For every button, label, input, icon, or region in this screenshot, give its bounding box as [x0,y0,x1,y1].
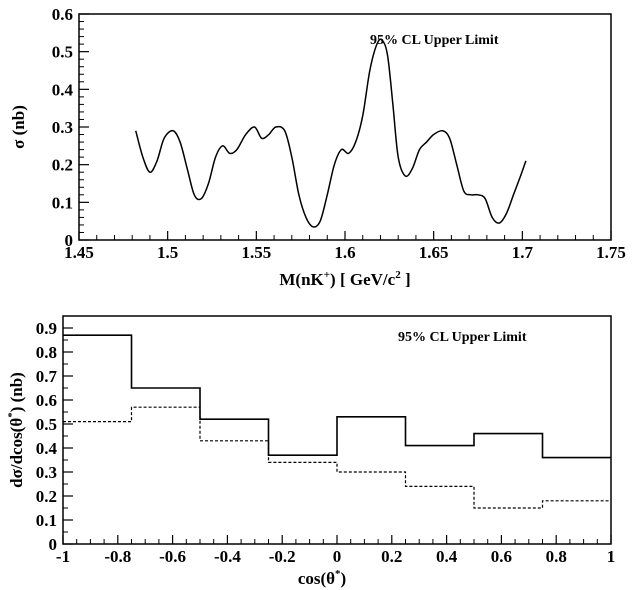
x-tick-label: 1.75 [596,243,626,262]
y-tick-label: 0.4 [36,439,58,458]
y-tick-label: 0.2 [52,156,73,175]
solid-step-histogram [63,334,611,459]
y-tick-label: 0.5 [52,43,73,62]
top-series [135,38,527,228]
top-x-title-sup2: 2 [395,269,401,281]
top-y-ticks: 0 0.1 0.2 0.3 0.4 0.5 0.6 [52,5,89,250]
x-tick-label: 1.5 [157,243,178,262]
y-tick-label: 0.9 [36,319,57,338]
top-x-title-end: ] [401,270,411,289]
x-tick-label: -0.6 [159,547,186,566]
top-x-ticks: 1.45 1.5 1.55 1.6 1.65 1.7 1.75 [64,231,626,262]
x-tick-label: 1.55 [241,243,271,262]
top-x-axis-title: M(nK+) [ GeV/c2 ] [279,269,410,289]
top-plot-frame [78,13,612,241]
y-tick-label: 0 [65,231,74,250]
x-tick-label: 0.6 [491,547,512,566]
bottom-annotation: 95% CL Upper Limit [398,330,527,345]
bottom-y-axis-title: dσ/dcos(θ*) (nb) [6,372,26,488]
bottom-x-ticks: -1 -0.8 -0.6 -0.4 -0.2 0 0.2 0.4 0.6 0.8 1 [56,535,615,566]
x-tick-label: 1 [607,547,616,566]
bottom-x-title-main: cos(θ [298,569,335,588]
y-tick-label: 0.1 [52,193,73,212]
bottom-series [63,334,611,509]
bottom-panel: -1 -0.8 -0.6 -0.4 -0.2 0 0.2 0.4 0.6 0.8 1 0 0.1 0.2… [6,315,615,588]
y-tick-label: 0.4 [52,80,74,99]
y-tick-label: 0.6 [52,5,73,24]
y-tick-label: 0.5 [36,415,57,434]
x-tick-label: 0 [333,547,342,566]
x-tick-label: 0.8 [546,547,567,566]
top-panel: 1.45 1.5 1.55 1.6 1.65 1.7 1.75 00.10.20.30.40… [9,5,626,289]
bottom-y-title-main: dσ/dcos(θ [7,418,26,488]
x-tick-label: 1.45 [64,243,94,262]
y-tick-label: 0.1 [36,511,57,530]
x-tick-label: 0.2 [381,547,402,566]
top-annotation: 95% CL Upper Limit [370,33,499,48]
x-tick-label: -0.4 [214,547,241,566]
top-y-axis-title: σ (nb) [9,105,28,149]
bottom-x-title-sup: * [335,568,341,580]
y-tick-label: 0.3 [36,463,57,482]
top-y-title-sym: σ [9,139,28,149]
y-tick-label: 0.7 [36,367,58,386]
x-tick-label: -1 [56,547,70,566]
top-x-title-mid: ) [ GeV/c [330,270,396,289]
x-tick-label: -0.8 [104,547,131,566]
x-tick-label: 1.7 [512,243,534,262]
y-tick-label: 0.3 [52,118,73,137]
top-x-title-main: M(nK [279,270,324,289]
y-tick-label: 0.8 [36,343,57,362]
y-tick-label: 0.2 [36,487,57,506]
bottom-y-ticks: 0 0.1 0.2 0.3 0.4 0.5 0.6 0.7 0.8 0.9 [36,315,73,554]
bottom-y-title-end: ) (nb) [7,372,26,412]
x-tick-label: 0.4 [436,547,458,566]
y-tick-label: 0 [49,535,58,554]
top-x-title-sup: + [324,269,330,281]
x-tick-label: -0.2 [269,547,296,566]
top-y-title-unit: (nb) [9,105,28,139]
bottom-x-axis-title: cos(θ*) [298,568,346,588]
x-tick-label: 1.65 [419,243,449,262]
bottom-y-title-sup: * [6,412,18,418]
x-tick-label: 1.6 [334,243,355,262]
upper-limit-curve [135,38,527,228]
y-tick-label: 0.6 [36,391,57,410]
bottom-x-title-end: ) [341,569,347,588]
dashed-step-histogram [63,406,611,509]
